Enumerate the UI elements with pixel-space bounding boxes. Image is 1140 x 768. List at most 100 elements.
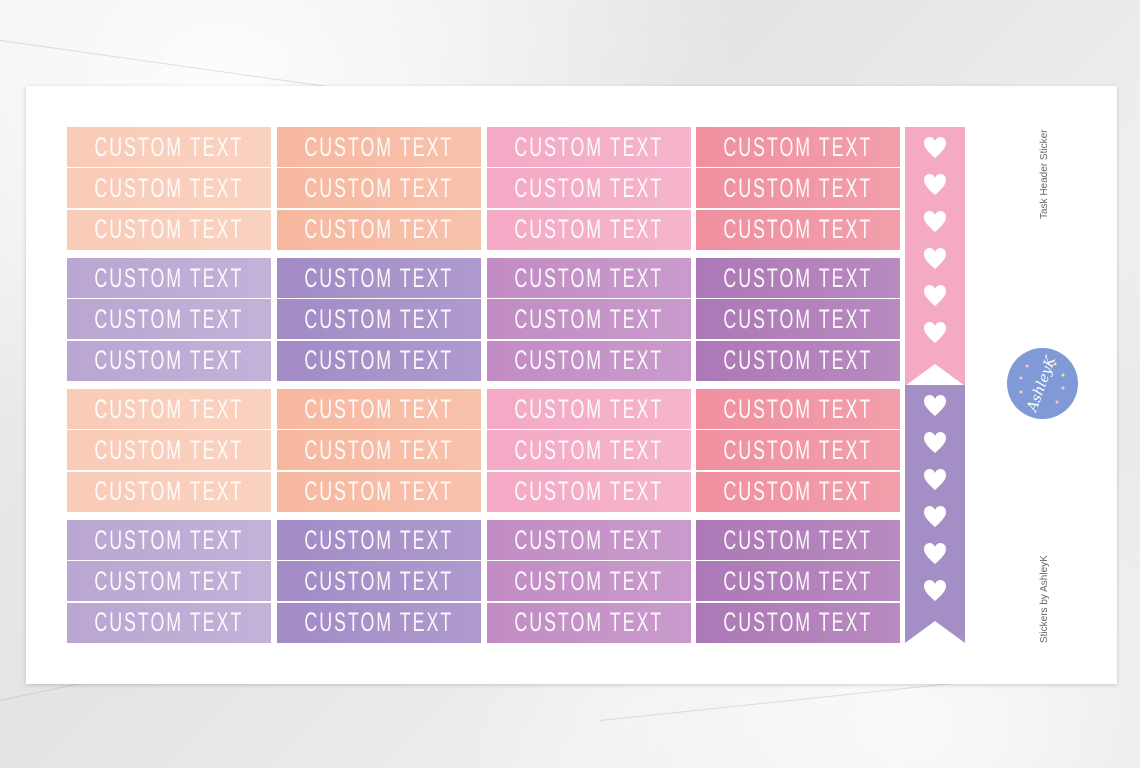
sticker-label: CUSTOM TEXT <box>304 303 454 334</box>
sticker-label: CUSTOM TEXT <box>94 565 244 596</box>
sticker-label: CUSTOM TEXT <box>723 303 873 334</box>
sticker-label: CUSTOM TEXT <box>94 214 244 245</box>
custom-text-sticker: CUSTOM TEXT <box>696 127 900 167</box>
heart-icon <box>923 394 947 418</box>
heart-icon <box>923 431 947 455</box>
flag-sticker-pink <box>905 127 965 386</box>
sticker-label: CUSTOM TEXT <box>304 131 454 162</box>
sticker-sheet: Task Header Sticker Stickers by AshleyK … <box>26 86 1117 684</box>
sticker-label: CUSTOM TEXT <box>514 131 664 162</box>
sticker-label: CUSTOM TEXT <box>514 262 664 293</box>
custom-text-sticker: CUSTOM TEXT <box>696 561 900 602</box>
flag-sticker-purple <box>905 385 965 643</box>
custom-text-sticker: CUSTOM TEXT <box>67 299 271 340</box>
custom-text-sticker: CUSTOM TEXT <box>67 389 271 429</box>
custom-text-sticker: CUSTOM TEXT <box>487 561 691 602</box>
sticker-label: CUSTOM TEXT <box>94 303 244 334</box>
custom-text-sticker: CUSTOM TEXT <box>67 340 271 381</box>
custom-text-sticker: CUSTOM TEXT <box>487 299 691 340</box>
heart-icon <box>923 173 947 197</box>
sticker-label: CUSTOM TEXT <box>94 345 244 376</box>
custom-text-sticker: CUSTOM TEXT <box>277 340 481 381</box>
sticker-label: CUSTOM TEXT <box>94 172 244 203</box>
custom-text-sticker: CUSTOM TEXT <box>696 340 900 381</box>
sticker-label: CUSTOM TEXT <box>94 393 244 424</box>
custom-text-sticker: CUSTOM TEXT <box>696 168 900 209</box>
custom-text-sticker: CUSTOM TEXT <box>487 471 691 512</box>
heart-icon <box>923 210 947 234</box>
custom-text-sticker: CUSTOM TEXT <box>277 602 481 643</box>
custom-text-sticker: CUSTOM TEXT <box>696 602 900 643</box>
custom-text-sticker: CUSTOM TEXT <box>277 299 481 340</box>
custom-text-sticker: CUSTOM TEXT <box>487 258 691 298</box>
sticker-label: CUSTOM TEXT <box>94 131 244 162</box>
heart-icon <box>923 468 947 492</box>
custom-text-sticker: CUSTOM TEXT <box>277 209 481 250</box>
sticker-label: CUSTOM TEXT <box>94 607 244 638</box>
custom-text-sticker: CUSTOM TEXT <box>696 299 900 340</box>
sticker-label: CUSTOM TEXT <box>723 476 873 507</box>
custom-text-sticker: CUSTOM TEXT <box>696 209 900 250</box>
sticker-label: CUSTOM TEXT <box>304 476 454 507</box>
custom-text-sticker: CUSTOM TEXT <box>67 168 271 209</box>
custom-text-sticker: CUSTOM TEXT <box>487 168 691 209</box>
sticker-label: CUSTOM TEXT <box>304 393 454 424</box>
custom-text-sticker: CUSTOM TEXT <box>277 389 481 429</box>
sticker-label: CUSTOM TEXT <box>514 303 664 334</box>
custom-text-sticker: CUSTOM TEXT <box>67 602 271 643</box>
custom-text-sticker: CUSTOM TEXT <box>487 389 691 429</box>
custom-text-sticker: CUSTOM TEXT <box>277 168 481 209</box>
custom-text-sticker: CUSTOM TEXT <box>277 430 481 471</box>
custom-text-sticker: CUSTOM TEXT <box>67 127 271 167</box>
custom-text-sticker: CUSTOM TEXT <box>67 430 271 471</box>
ashleyk-logo: AshleyK <box>1007 348 1078 419</box>
sticker-label: CUSTOM TEXT <box>514 172 664 203</box>
sticker-label: CUSTOM TEXT <box>514 607 664 638</box>
sticker-label: CUSTOM TEXT <box>94 524 244 555</box>
sticker-label: CUSTOM TEXT <box>94 476 244 507</box>
sticker-label: CUSTOM TEXT <box>723 565 873 596</box>
heart-icon <box>923 321 947 345</box>
sticker-label: CUSTOM TEXT <box>723 214 873 245</box>
sticker-label: CUSTOM TEXT <box>514 524 664 555</box>
sticker-label: CUSTOM TEXT <box>723 434 873 465</box>
heart-icon <box>923 247 947 271</box>
sticker-label: CUSTOM TEXT <box>94 434 244 465</box>
sticker-label: CUSTOM TEXT <box>723 172 873 203</box>
custom-text-sticker: CUSTOM TEXT <box>277 520 481 560</box>
sticker-label: CUSTOM TEXT <box>304 345 454 376</box>
custom-text-sticker: CUSTOM TEXT <box>67 520 271 560</box>
custom-text-sticker: CUSTOM TEXT <box>696 258 900 298</box>
sticker-label: CUSTOM TEXT <box>514 214 664 245</box>
custom-text-sticker: CUSTOM TEXT <box>487 520 691 560</box>
sticker-label: CUSTOM TEXT <box>723 607 873 638</box>
sticker-label: CUSTOM TEXT <box>304 565 454 596</box>
brand-label: Stickers by AshleyK <box>1039 555 1050 643</box>
custom-text-sticker: CUSTOM TEXT <box>696 389 900 429</box>
sticker-label: CUSTOM TEXT <box>723 131 873 162</box>
heart-icon <box>923 579 947 603</box>
sticker-label: CUSTOM TEXT <box>514 476 664 507</box>
custom-text-sticker: CUSTOM TEXT <box>696 520 900 560</box>
sticker-label: CUSTOM TEXT <box>304 172 454 203</box>
heart-icon <box>923 505 947 529</box>
custom-text-sticker: CUSTOM TEXT <box>696 471 900 512</box>
custom-text-sticker: CUSTOM TEXT <box>487 602 691 643</box>
custom-text-sticker: CUSTOM TEXT <box>67 471 271 512</box>
sticker-label: CUSTOM TEXT <box>304 434 454 465</box>
sticker-label: CUSTOM TEXT <box>514 434 664 465</box>
custom-text-sticker: CUSTOM TEXT <box>487 127 691 167</box>
sticker-label: CUSTOM TEXT <box>304 262 454 293</box>
sticker-label: CUSTOM TEXT <box>723 524 873 555</box>
sticker-label: CUSTOM TEXT <box>723 393 873 424</box>
sticker-label: CUSTOM TEXT <box>514 393 664 424</box>
sticker-label: CUSTOM TEXT <box>94 262 244 293</box>
sticker-label: CUSTOM TEXT <box>514 565 664 596</box>
svg-text:AshleyK: AshleyK <box>1024 353 1060 416</box>
sticker-label: CUSTOM TEXT <box>723 262 873 293</box>
sticker-label: CUSTOM TEXT <box>514 345 664 376</box>
custom-text-sticker: CUSTOM TEXT <box>277 127 481 167</box>
heart-icon <box>923 284 947 308</box>
sticker-label: CUSTOM TEXT <box>304 214 454 245</box>
custom-text-sticker: CUSTOM TEXT <box>277 471 481 512</box>
